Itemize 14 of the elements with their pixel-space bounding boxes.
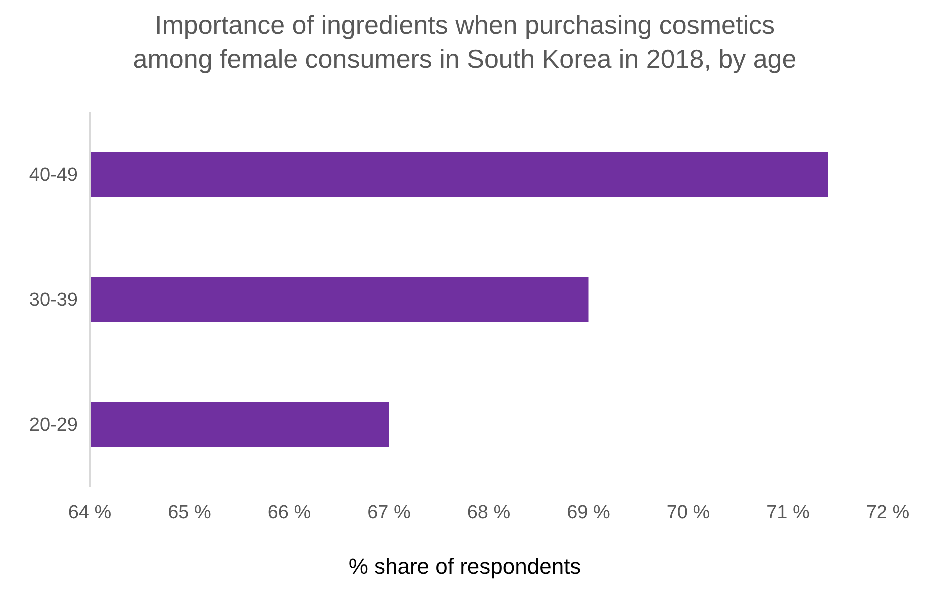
x-axis-title: % share of respondents [348,554,582,580]
x-tick-label: 64 % [68,502,112,524]
x-tick-label: 70 % [666,502,710,524]
x-tick-label: 72 % [866,502,910,524]
y-tick-label: 30-39 [29,290,78,312]
x-tick-label: 71 % [766,502,810,524]
x-tick-label: 67 % [368,502,412,524]
x-tick-label: 66 % [268,502,312,524]
x-tick-label: 65 % [168,502,212,524]
y-tick-label: 40-49 [29,165,78,186]
chart-title: Importance of ingredients when purchasing cosmetics among female consumers in South Korea in 2018, by age [132,9,798,76]
x-tick-label: 68 % [467,502,511,524]
y-tick-label: 20-29 [29,415,78,436]
x-tick-label: 69 % [567,502,611,524]
